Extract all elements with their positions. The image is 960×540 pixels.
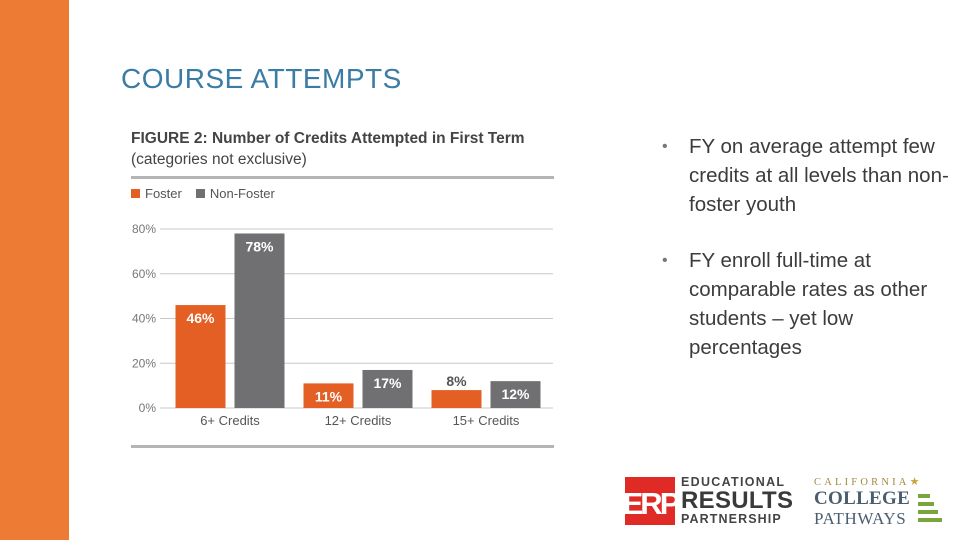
erp-line3: PARTNERSHIP [681, 512, 782, 526]
bar-non-foster [234, 233, 285, 408]
bullet-text: FY enroll full-time at comparable rates … [689, 249, 928, 359]
bar-foster [175, 305, 226, 408]
ccp-line1: CALIFORNIA★ [814, 476, 944, 489]
y-tick-label: 0% [139, 401, 157, 415]
star-icon: ★ [909, 476, 923, 488]
legend-swatch-non-foster [195, 189, 205, 198]
bar-chart: 80% 60% 40% 20% 0% 46% 78% 6+ Credits 11% 17% 12+ … [132, 222, 553, 428]
erp-wordmark: EDUCATIONAL RESULTS PARTNERSHIP [681, 476, 793, 526]
data-label: 78% [245, 238, 274, 254]
data-label: 17% [373, 375, 402, 391]
x-tick-label: 6+ Credits [200, 413, 260, 428]
bullet-dot-icon: • [662, 138, 668, 155]
accent-side-bar [0, 0, 69, 540]
legend-item-foster: Foster [131, 186, 182, 201]
bullet-dot-icon: • [662, 252, 668, 269]
erp-logo: ERP EDUCATIONAL RESULTS PARTNERSHIP [625, 476, 795, 526]
chart-bars [175, 233, 541, 408]
erp-line1: EDUCATIONAL [681, 475, 786, 489]
bar-foster [303, 383, 354, 408]
bullet-item: • FY on average attempt few credits at al… [662, 132, 952, 219]
chart-title-text: FIGURE 2: Number of Credits Attempted in… [131, 130, 525, 147]
legend-swatch-foster [131, 189, 140, 198]
legend-label-foster: Foster [145, 186, 182, 201]
bullet-item: • FY enroll full-time at comparable rates… [662, 246, 952, 362]
y-tick-label: 60% [132, 267, 156, 281]
x-tick-label: 15+ Credits [453, 413, 520, 428]
stripes-icon [918, 494, 942, 522]
ccp-line3: PATHWAYS [814, 509, 907, 528]
erp-mark-icon: ERP [625, 477, 675, 525]
x-tick-label: 12+ Credits [325, 413, 392, 428]
ccp-line1-text: CALIFORNIA [814, 477, 910, 488]
chart-labels: 80% 60% 40% 20% 0% 46% 78% 6+ Credits 11% 17% 12+ … [132, 222, 530, 428]
data-label: 8% [446, 373, 467, 389]
figure-heading: FIGURE 2: Number of Credits Attempted in… [131, 128, 554, 170]
bar-non-foster [362, 369, 413, 408]
y-tick-label: 20% [132, 356, 156, 370]
bullet-list: • FY on average attempt few credits at al… [662, 132, 952, 389]
data-label: 12% [501, 386, 530, 402]
chart-title: FIGURE 2: Number of Credits Attempted in… [131, 128, 554, 170]
chart-legend: Foster Non-Foster [131, 186, 289, 201]
y-tick-label: 80% [132, 222, 156, 236]
slide-title: COURSE ATTEMPTS [121, 63, 402, 94]
y-tick-label: 40% [132, 312, 156, 326]
bullet-text: FY on average attempt few credits at all… [689, 135, 949, 216]
data-label: 11% [315, 388, 343, 404]
erp-line2: RESULTS [681, 487, 794, 514]
chart-bottom-rule [131, 445, 554, 448]
erp-mark-text: ERP [625, 486, 675, 521]
bar-non-foster [490, 381, 541, 408]
data-label: 46% [186, 310, 215, 326]
legend-item-non-foster: Non-Foster [195, 186, 275, 201]
title-rule [131, 176, 554, 179]
ccp-line2: COLLEGE [814, 488, 911, 509]
chart-subtitle: (categories not exclusive) [131, 151, 307, 168]
legend-label-non-foster: Non-Foster [209, 186, 275, 201]
bar-foster [431, 390, 482, 408]
ccp-logo: CALIFORNIA★ COLLEGE PATHWAYS [814, 476, 944, 528]
